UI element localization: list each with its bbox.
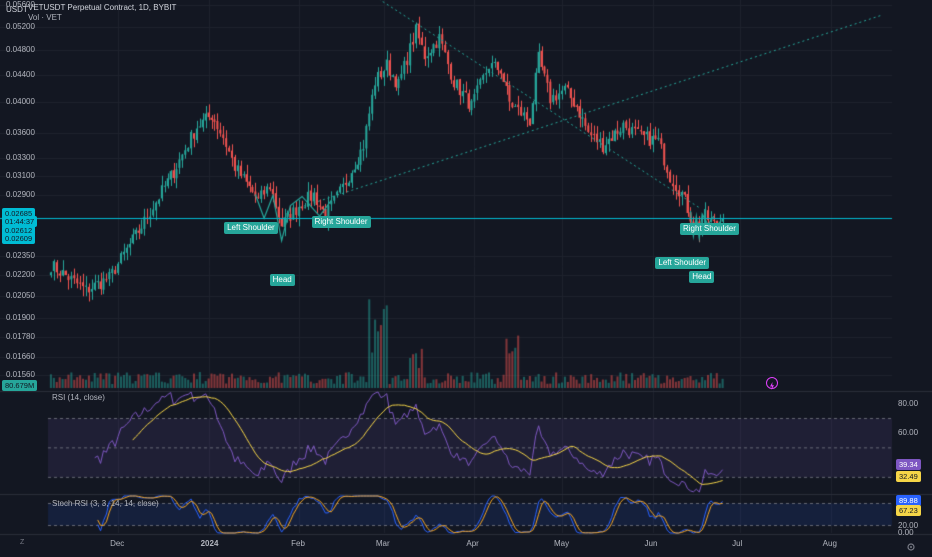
stoch-pane-title: Stoch RSI (3, 3, 14, 14, close) — [52, 499, 159, 508]
stoch-value-badge: 67.23 — [896, 505, 921, 516]
stoch-value-badge: 89.88 — [896, 495, 921, 506]
symbol-title: VETUSDT Perpetual Contract, 1D, BYBIT — [28, 3, 176, 12]
price-tick-label: 0.02050 — [6, 291, 35, 300]
volume-badge: 80.679M — [2, 380, 37, 391]
time-tick-label: Jun — [645, 539, 658, 548]
time-tick-label: May — [554, 539, 569, 548]
time-tick-label: Mar — [376, 539, 390, 548]
time-tick-label: Dec — [110, 539, 124, 548]
pattern-label: Left Shoulder — [655, 257, 709, 269]
rsi-pane-title: RSI (14, close) — [52, 393, 105, 402]
price-tick-label: 0.05600 — [6, 0, 35, 9]
price-tick-label: 0.03100 — [6, 171, 35, 180]
z-label[interactable]: Z — [20, 539, 24, 546]
pattern-label: Right Shoulder — [312, 216, 371, 228]
price-tick-label: 0.03600 — [6, 128, 35, 137]
time-tick-label: 2024 — [201, 539, 219, 548]
rsi-value-badge: 39.34 — [896, 459, 921, 470]
price-tick-label: 0.04000 — [6, 97, 35, 106]
time-tick-label: Apr — [466, 539, 478, 548]
price-tick-label: 0.02900 — [6, 190, 35, 199]
pattern-label: Head — [689, 271, 714, 283]
price-tick-label: 0.03300 — [6, 153, 35, 162]
lightning-icon[interactable] — [766, 377, 778, 389]
stoch-tick-label: 0.00 — [898, 528, 914, 537]
price-tick-label: 0.01780 — [6, 332, 35, 341]
price-tick-label: 0.02200 — [6, 270, 35, 279]
pattern-label: Head — [270, 274, 295, 286]
price-tick-label: 0.04400 — [6, 70, 35, 79]
price-tick-label: 0.01560 — [6, 370, 35, 379]
rsi-value-badge: 32.49 — [896, 471, 921, 482]
price-tick-label: 0.04800 — [6, 45, 35, 54]
pattern-label: Right Shoulder — [680, 223, 739, 235]
price-tick-label: 0.05200 — [6, 22, 35, 31]
time-tick-label: Aug — [823, 539, 837, 548]
time-tick-label: Feb — [291, 539, 305, 548]
price-tick-label: 0.01900 — [6, 313, 35, 322]
rsi-tick-label: 60.00 — [898, 428, 918, 437]
gear-icon[interactable] — [906, 539, 916, 549]
price-tick-label: 0.01660 — [6, 352, 35, 361]
time-tick-label: Jul — [732, 539, 742, 548]
pattern-label: Left Shoulder — [224, 222, 278, 234]
rsi-tick-label: 80.00 — [898, 399, 918, 408]
price-tick-label: 0.02350 — [6, 251, 35, 260]
price-badge-low: 0.02609 — [2, 233, 35, 244]
